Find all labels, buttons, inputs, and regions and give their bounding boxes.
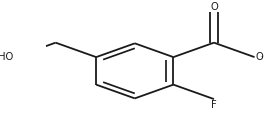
- Text: O: O: [210, 2, 218, 12]
- Text: F: F: [211, 100, 217, 110]
- Text: O: O: [256, 52, 263, 62]
- Text: HO: HO: [0, 52, 13, 62]
